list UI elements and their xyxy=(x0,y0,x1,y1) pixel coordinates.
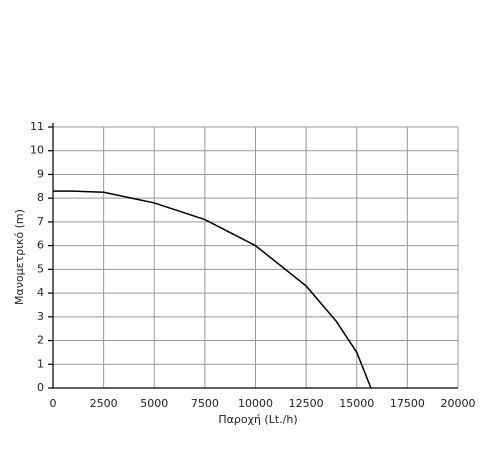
x-tick-label: 0 xyxy=(50,397,57,410)
y-tick-label: 0 xyxy=(37,381,44,394)
y-tick-label: 9 xyxy=(37,167,44,180)
y-tick-label: 11 xyxy=(30,120,44,133)
x-tick-label: 12500 xyxy=(289,397,324,410)
x-tick-label: 2500 xyxy=(90,397,118,410)
y-tick-label: 10 xyxy=(30,144,44,157)
y-tick-label: 5 xyxy=(37,262,44,275)
y-tick-label: 6 xyxy=(37,239,44,252)
x-tick-label: 20000 xyxy=(441,397,476,410)
x-tick-label: 10000 xyxy=(238,397,273,410)
x-tick-label: 15000 xyxy=(339,397,374,410)
curve xyxy=(53,190,372,389)
y-tick-label: 1 xyxy=(37,357,44,370)
x-tick-label: 17500 xyxy=(390,397,425,410)
y-axis-label: Μανομετρικό (m) xyxy=(13,209,26,305)
x-tick-label: 7500 xyxy=(191,397,219,410)
y-tick-label: 2 xyxy=(37,334,44,347)
y-tick-label: 7 xyxy=(37,215,44,228)
y-tick-label: 3 xyxy=(37,310,44,323)
x-tick-label: 5000 xyxy=(140,397,168,410)
x-axis-label: Παροχή (Lt./h) xyxy=(218,413,297,426)
y-tick-label: 8 xyxy=(37,191,44,204)
y-tick-label: 4 xyxy=(37,286,44,299)
